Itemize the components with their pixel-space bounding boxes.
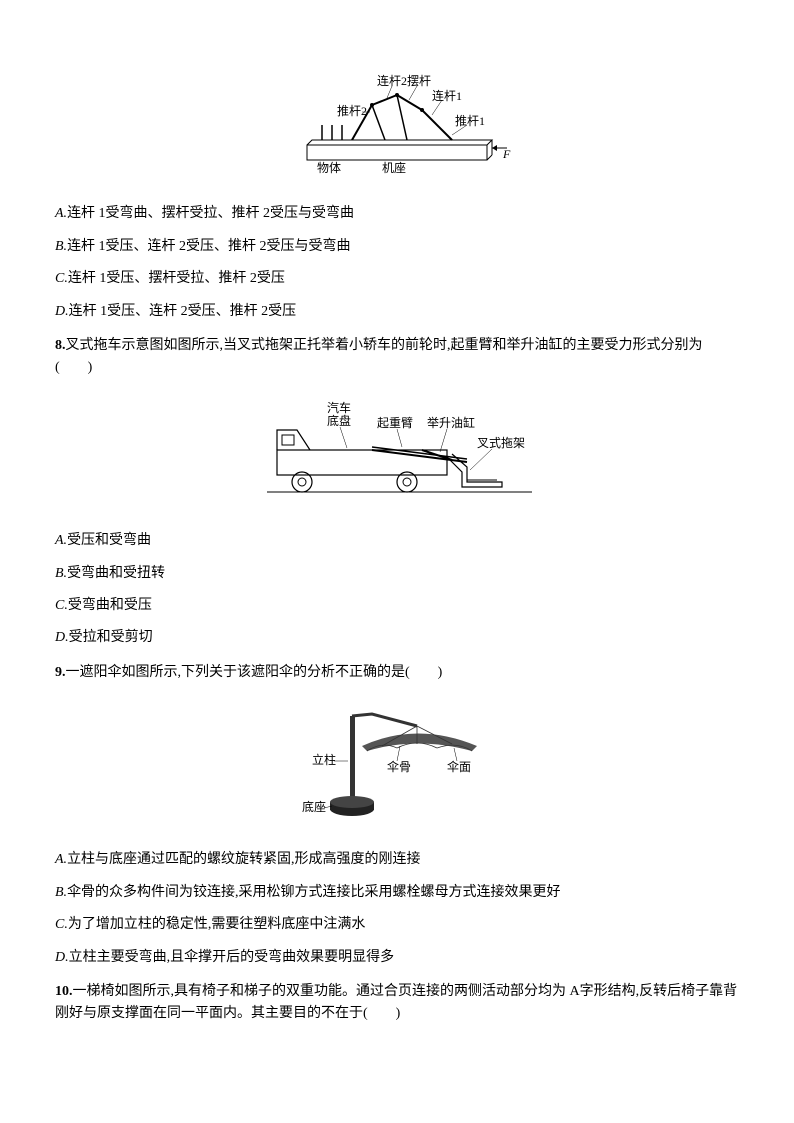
q10-text: 一梯椅如图所示,具有椅子和梯子的双重功能。通过合页连接的两侧活动部分均为 A字形… [55,984,737,1021]
q8-option-d: D.受拉和受剪切 [55,627,739,649]
q8-option-b: B.受弯曲和受扭转 [55,563,739,585]
q8-option-c: C.受弯曲和受压 [55,595,739,617]
label-tuigan1: 推杆1 [455,114,485,128]
figure-2-truck: 汽车 底盘 起重臂 举升油缸 叉式拖架 [55,392,739,515]
label-liangan2: 连杆2 [377,73,407,88]
label-jizuo: 机座 [382,160,406,175]
question-10: 10.一梯椅如图所示,具有椅子和梯子的双重功能。通过合页连接的两侧活动部分均为 … [55,981,739,1026]
question-8: 8.叉式拖车示意图如图所示,当叉式拖架正托举着小轿车的前轮时,起重臂和举升油缸的… [55,335,739,380]
q7-option-c: C.连杆 1受压、摆杆受拉、推杆 2受压 [55,268,739,290]
label-jusheng: 举升油缸 [427,415,475,430]
label-baigan: 摆杆 [407,74,431,88]
label-force: F [502,147,511,161]
q7-option-b: B.连杆 1受压、连杆 2受压、推杆 2受压与受弯曲 [55,236,739,258]
q7-option-a: A.连杆 1受弯曲、摆杆受拉、推杆 2受压与受弯曲 [55,203,739,225]
label-dizuo: 底座 [302,799,326,814]
q9-option-c: C.为了增加立柱的稳定性,需要往塑料底座中注满水 [55,914,739,936]
q9-option-a: A.立柱与底座通过匹配的螺纹旋转紧固,形成高强度的刚连接 [55,849,739,871]
label-lizhu: 立柱 [312,752,336,767]
label-liangan1: 连杆1 [432,88,462,103]
label-chashi: 叉式拖架 [477,436,525,450]
label-sangu: 伞骨 [387,759,411,774]
label-dipan: 底盘 [327,413,351,428]
label-tuigan2: 推杆2 [337,104,367,118]
label-qizhongbi: 起重臂 [377,416,413,430]
q9-option-d: D.立柱主要受弯曲,且伞撑开后的受弯曲效果要明显得多 [55,947,739,969]
q7-option-d: D.连杆 1受压、连杆 2受压、推杆 2受压 [55,301,739,323]
figure-1-mechanism: 推杆2 连杆2 摆杆 连杆1 推杆1 物体 机座 F [55,70,739,188]
question-9: 9.一遮阳伞如图所示,下列关于该遮阳伞的分析不正确的是( ) [55,662,739,684]
q9-option-b: B.伞骨的众多构件间为铰连接,采用松铆方式连接比采用螺栓螺母方式连接效果更好 [55,882,739,904]
q9-text: 一遮阳伞如图所示,下列关于该遮阳伞的分析不正确的是( ) [66,665,443,680]
label-wuti: 物体 [317,161,341,175]
q8-option-a: A.受压和受弯曲 [55,530,739,552]
figure-3-umbrella: 立柱 伞骨 伞面 底座 [55,696,739,834]
label-sanmian: 伞面 [447,759,471,774]
q8-text: 叉式拖车示意图如图所示,当叉式拖架正托举着小轿车的前轮时,起重臂和举升油缸的主要… [55,338,703,375]
label-qiche: 汽车 [327,400,351,415]
